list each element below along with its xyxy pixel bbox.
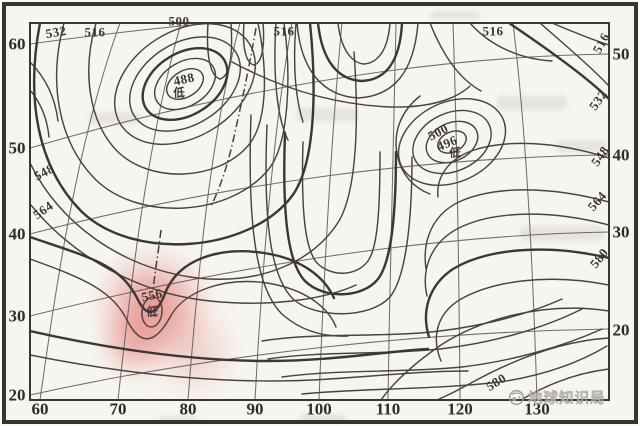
trough-axis-lines [152, 27, 257, 291]
contour-height-label: 516 [482, 23, 504, 39]
longitude-tick-bottom: 120 [447, 399, 473, 419]
watermark-text: 地球知识局 [528, 391, 606, 407]
latitude-tick-right: 50 [612, 44, 630, 64]
plot-frame [29, 22, 610, 401]
latitude-tick-left: 50 [8, 138, 26, 158]
longitude-tick-bottom: 130 [524, 399, 550, 419]
latitude-tick-left: 60 [8, 34, 26, 54]
longitude-tick-bottom: 60 [31, 399, 49, 419]
low-marker-label: 低 [173, 85, 185, 100]
latitude-tick-right: 30 [612, 222, 630, 242]
contour-height-label: 516 [273, 23, 295, 39]
contour-height-label: 516 [84, 24, 106, 40]
contour-height-label: 500 [168, 13, 190, 29]
contour-lines-thin [30, 23, 609, 400]
longitude-tick-bottom: 100 [306, 399, 332, 419]
latitude-tick-left: 40 [8, 224, 26, 244]
longitude-tick-bottom: 70 [109, 399, 127, 419]
longitude-tick-bottom: 80 [179, 399, 197, 419]
latitude-tick-right: 20 [612, 320, 630, 340]
low-marker-label: 低 [449, 145, 461, 160]
longitude-tick-bottom: 90 [246, 399, 264, 419]
latitude-tick-right: 40 [612, 145, 630, 165]
longitude-tick-bottom: 110 [375, 399, 401, 419]
latitude-tick-left: 20 [8, 385, 26, 405]
contour-lines-bold [30, 23, 609, 363]
latitude-tick-left: 30 [8, 306, 26, 326]
watermark: 地球知识局 [508, 387, 606, 408]
globe-logo-icon [508, 389, 525, 406]
low-marker-label: 低 [146, 304, 158, 319]
